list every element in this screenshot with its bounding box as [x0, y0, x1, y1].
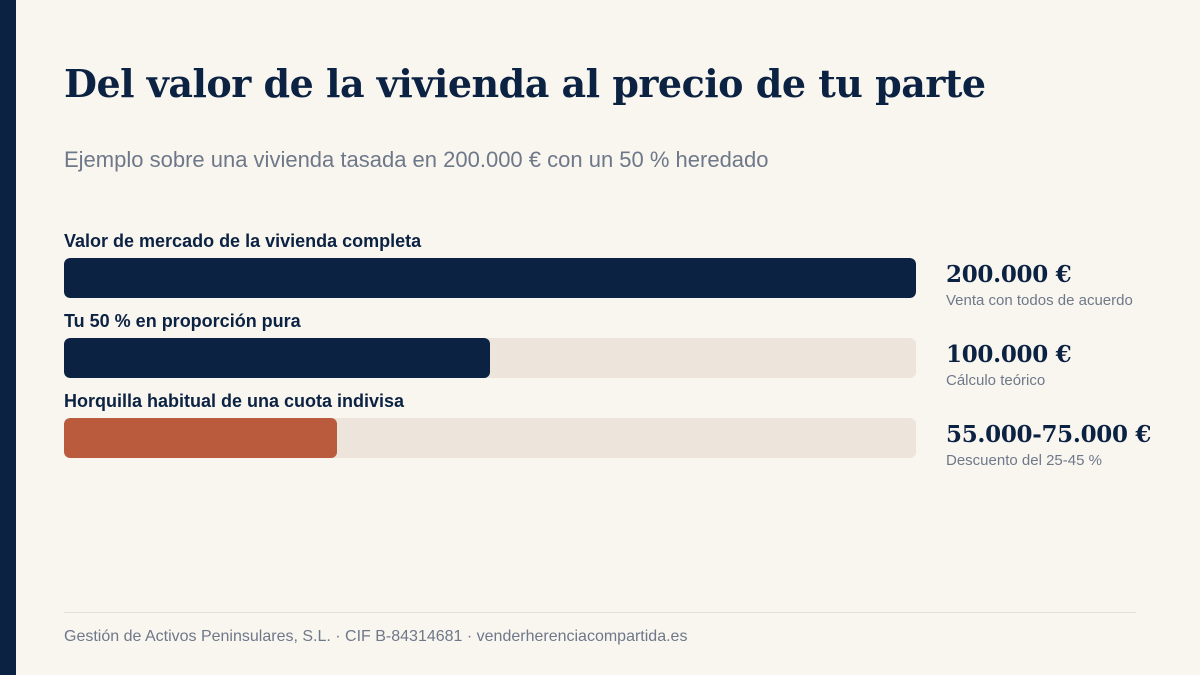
bar-label: Tu 50 % en proporción pura: [64, 311, 301, 331]
bar-value-label: 55.000-75.000 €: [946, 421, 1152, 448]
bar-note: Cálculo teórico: [946, 372, 1046, 389]
bar-row-market-value: Valor de mercado de la vivienda completa…: [64, 230, 1184, 310]
footer-text: Gestión de Activos Peninsulares, S.L. · …: [64, 628, 688, 645]
bar-undivided-share-range: [64, 418, 337, 458]
bar-track: [64, 258, 916, 298]
bar-proportional-share: [64, 338, 490, 378]
bar-value-label: 200.000 €: [946, 261, 1072, 288]
bar-value-label: 100.000 €: [946, 341, 1072, 368]
footer-divider: [64, 612, 1136, 613]
bar-row-proportional-share: Tu 50 % en proporción pura 100.000 € Cál…: [64, 310, 1184, 390]
page-title: Del valor de la vivienda al precio de tu…: [64, 61, 986, 106]
page-subtitle: Ejemplo sobre una vivienda tasada en 200…: [64, 147, 769, 172]
bar-market-value: [64, 258, 916, 298]
bar-note: Descuento del 25-45 %: [946, 452, 1102, 469]
bar-track: [64, 418, 916, 458]
left-accent-bar: [0, 0, 16, 675]
bar-label: Horquilla habitual de una cuota indivisa: [64, 391, 405, 411]
bar-row-undivided-share-range: Horquilla habitual de una cuota indivisa…: [64, 390, 1184, 470]
bar-label: Valor de mercado de la vivienda completa: [64, 231, 422, 251]
bar-track: [64, 338, 916, 378]
bar-note: Venta con todos de acuerdo: [946, 292, 1133, 309]
